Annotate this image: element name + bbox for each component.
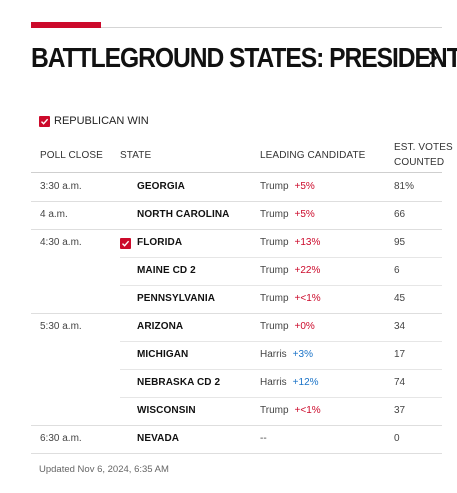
candidate-name: Harris (260, 349, 287, 360)
est-votes-counted: 74 (394, 377, 406, 388)
est-votes-counted: 95 (394, 237, 406, 248)
page-title: BATTLEGROUND STATES: PRESIDENT (31, 42, 457, 73)
row-divider (120, 369, 442, 370)
leading-candidate: Trump +<1% (260, 397, 321, 425)
top-rule (101, 27, 442, 28)
est-votes-counted: 17 (394, 349, 406, 360)
candidate-margin: +22% (294, 265, 321, 276)
table-row[interactable]: WISCONSIN Trump +<1% 37 (0, 397, 457, 425)
legend: REPUBLICAN WIN (39, 115, 149, 127)
accent-bar (31, 22, 101, 28)
table-row[interactable]: 3:30 a.m. GEORGIA Trump +5% 81% (0, 173, 457, 201)
column-header-votes-line2: COUNTED (394, 157, 445, 168)
poll-close-time: 4 a.m. (40, 209, 68, 220)
state-name: GEORGIA (137, 181, 185, 192)
column-header-votes-line1: EST. VOTES (394, 142, 453, 153)
est-votes-counted: 45 (394, 293, 406, 304)
candidate-margin: +3% (292, 349, 313, 360)
est-votes-counted: 81% (394, 181, 415, 192)
row-divider (31, 453, 442, 454)
state-name: NEVADA (137, 433, 180, 444)
table-row[interactable]: MAINE CD 2 Trump +22% 6 (0, 257, 457, 285)
row-divider (31, 229, 442, 230)
candidate-name: Trump (260, 181, 289, 192)
chevron-right-icon[interactable] (427, 49, 447, 69)
candidate-margin: +12% (292, 377, 319, 388)
column-header-leading-candidate: LEADING CANDIDATE (260, 150, 366, 161)
updated-timestamp: Updated Nov 6, 2024, 6:35 AM (39, 464, 169, 475)
row-divider (120, 257, 442, 258)
state-name: NEBRASKA CD 2 (137, 377, 221, 388)
leading-candidate: Trump +0% (260, 313, 315, 341)
leading-candidate: Trump +5% (260, 201, 315, 229)
column-header-state: STATE (120, 150, 152, 161)
state-name: WISCONSIN (137, 405, 196, 416)
candidate-margin: +5% (294, 209, 315, 220)
poll-close-time: 5:30 a.m. (40, 321, 82, 332)
est-votes-counted: 0 (394, 433, 400, 444)
state-name: MAINE CD 2 (137, 265, 196, 276)
leading-candidate: -- (260, 425, 273, 453)
candidate-margin: +13% (294, 237, 321, 248)
candidate-margin: +0% (294, 321, 315, 332)
column-header-poll-close: POLL CLOSE (40, 150, 103, 161)
table-row[interactable]: 6:30 a.m. NEVADA -- 0 (0, 425, 457, 453)
leading-candidate: Trump +22% (260, 257, 320, 285)
state-name: PENNSYLVANIA (137, 293, 216, 304)
est-votes-counted: 34 (394, 321, 406, 332)
candidate-margin: +5% (294, 181, 315, 192)
candidate-name: -- (260, 433, 267, 444)
state-name: ARIZONA (137, 321, 184, 332)
row-divider (31, 425, 442, 426)
state-name: FLORIDA (137, 237, 183, 248)
row-divider (120, 397, 442, 398)
table-row[interactable]: 4:30 a.m. FLORIDA Trump +13% 95 (0, 229, 457, 257)
est-votes-counted: 6 (394, 265, 400, 276)
poll-close-time: 6:30 a.m. (40, 433, 82, 444)
row-divider (31, 201, 442, 202)
row-divider (120, 285, 442, 286)
legend-label: REPUBLICAN WIN (54, 115, 149, 127)
table-row[interactable]: 4 a.m. NORTH CAROLINA Trump +5% 66 (0, 201, 457, 229)
state-name: MICHIGAN (137, 349, 189, 360)
candidate-margin: +<1% (294, 405, 321, 416)
leading-candidate: Trump +13% (260, 229, 320, 257)
leading-candidate: Harris +3% (260, 341, 313, 369)
section-title-link[interactable]: BATTLEGROUND STATES: PRESIDENT (31, 42, 457, 74)
header-divider (31, 172, 442, 173)
row-divider (120, 341, 442, 342)
candidate-margin: +<1% (294, 293, 321, 304)
leading-candidate: Trump +5% (260, 173, 315, 201)
candidate-name: Trump (260, 209, 289, 220)
poll-close-time: 3:30 a.m. (40, 181, 82, 192)
candidate-name: Trump (260, 237, 289, 248)
state-name: NORTH CAROLINA (137, 209, 230, 220)
candidate-name: Trump (260, 293, 289, 304)
candidate-name: Harris (260, 377, 287, 388)
poll-close-time: 4:30 a.m. (40, 237, 82, 248)
checkmark-icon (39, 115, 50, 127)
leading-candidate: Trump +<1% (260, 285, 321, 313)
row-divider (31, 313, 442, 314)
republican-win-icon (120, 237, 131, 249)
candidate-name: Trump (260, 321, 289, 332)
table-row[interactable]: PENNSYLVANIA Trump +<1% 45 (0, 285, 457, 313)
est-votes-counted: 37 (394, 405, 406, 416)
candidate-name: Trump (260, 265, 289, 276)
table-row[interactable]: 5:30 a.m. ARIZONA Trump +0% 34 (0, 313, 457, 341)
table-row[interactable]: NEBRASKA CD 2 Harris +12% 74 (0, 369, 457, 397)
candidate-name: Trump (260, 405, 289, 416)
table-row[interactable]: MICHIGAN Harris +3% 17 (0, 341, 457, 369)
est-votes-counted: 66 (394, 209, 406, 220)
leading-candidate: Harris +12% (260, 369, 319, 397)
